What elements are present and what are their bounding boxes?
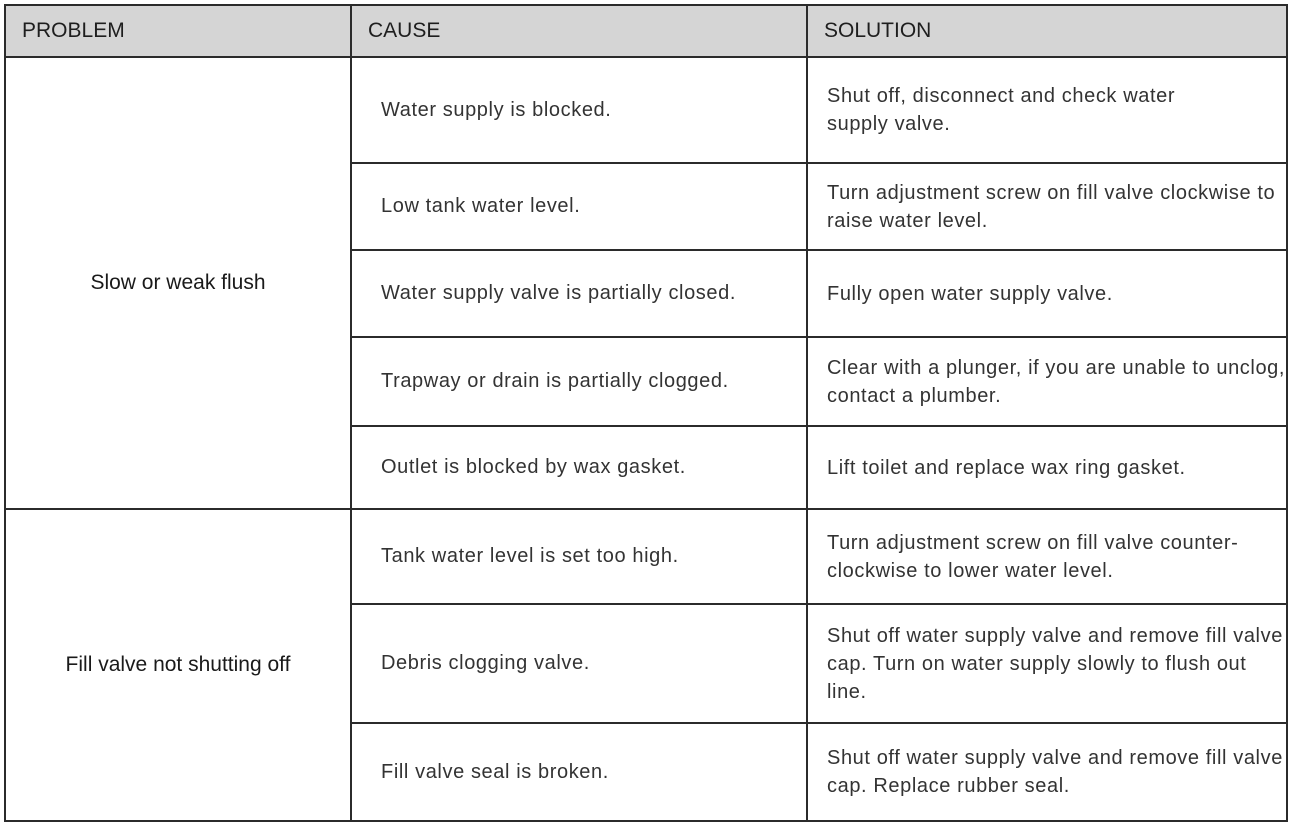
- cause-cell: Debris clogging valve.: [350, 603, 808, 724]
- table-row: Outlet is blocked by wax gasket. Lift to…: [5, 425, 1288, 510]
- table-row: Water supply valve is partially closed. …: [5, 249, 1288, 338]
- header-row: PROBLEM CAUSE SOLUTION: [4, 4, 1288, 58]
- cause-cell: Water supply is blocked.: [350, 56, 808, 164]
- troubleshooting-table: PROBLEM CAUSE SOLUTION Slow or weak flus…: [4, 4, 1288, 822]
- header-cause: CAUSE: [350, 4, 808, 58]
- table-row: Low tank water level. Turn adjustment sc…: [5, 162, 1288, 251]
- cause-cell: Water supply valve is partially closed.: [350, 249, 808, 338]
- header-problem: PROBLEM: [4, 4, 352, 58]
- problem-cell: Fill valve not shutting off: [4, 508, 352, 822]
- cause-cell: Fill valve seal is broken.: [350, 722, 808, 822]
- table-row: Trapway or drain is partially clogged. C…: [5, 336, 1288, 427]
- cause-cell: Low tank water level.: [350, 162, 808, 251]
- header-solution: SOLUTION: [806, 4, 1288, 58]
- solution-cell: Clear with a plunger, if you are unable …: [806, 336, 1288, 427]
- solution-cell: Fully open water supply valve.: [806, 249, 1288, 338]
- solution-cell: Turn adjustment screw on fill valve cloc…: [806, 162, 1288, 251]
- solution-cell: Shut off water supply valve and remove f…: [806, 603, 1288, 724]
- table-row: Slow or weak flush Water supply is block…: [4, 56, 1288, 510]
- solution-cell: Shut off, disconnect and check water sup…: [806, 56, 1288, 164]
- table-row: Fill valve seal is broken. Shut off wate…: [5, 722, 1288, 822]
- cause-cell: Outlet is blocked by wax gasket.: [350, 425, 808, 510]
- cause-cell: Trapway or drain is partially clogged.: [350, 336, 808, 427]
- solution-cell: Lift toilet and replace wax ring gasket.: [806, 425, 1288, 510]
- table-row: Debris clogging valve. Shut off water su…: [5, 603, 1288, 724]
- cause-cell: Tank water level is set too high.: [350, 508, 808, 605]
- table-row: Fill valve not shutting off Tank water l…: [4, 508, 1288, 822]
- solution-cell: Turn adjustment screw on fill valve coun…: [806, 508, 1288, 605]
- problem-cell: Slow or weak flush: [4, 56, 352, 510]
- solution-cell: Shut off water supply valve and remove f…: [806, 722, 1288, 822]
